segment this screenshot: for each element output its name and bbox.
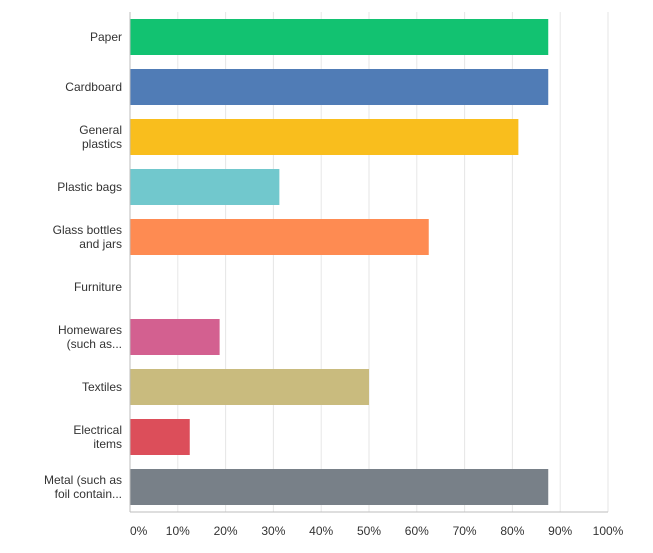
category-label: Textiles [82, 380, 122, 394]
category-label: Homewares [58, 323, 122, 337]
category-label: Cardboard [65, 80, 122, 94]
bar-9[interactable] [130, 469, 549, 505]
x-tick-label: 90% [548, 524, 572, 538]
category-label: Paper [90, 30, 122, 44]
x-tick-label: 20% [214, 524, 238, 538]
category-label: plastics [82, 137, 122, 151]
category-label: Plastic bags [57, 180, 122, 194]
bar-6[interactable] [130, 319, 220, 355]
category-label: (such as... [67, 337, 122, 351]
category-label: items [93, 437, 122, 451]
bar-3[interactable] [130, 169, 280, 205]
bar-7[interactable] [130, 369, 369, 405]
category-label: foil contain... [55, 487, 122, 501]
x-tick-label: 50% [357, 524, 381, 538]
category-label: General [79, 123, 122, 137]
bar-0[interactable] [130, 19, 549, 55]
x-tick-label: 60% [405, 524, 429, 538]
x-axis-ticks: 0% 10% 20% 30% 40% 50% 60% 70% 80% 90% 100% [130, 524, 624, 538]
category-label: Electrical [73, 423, 122, 437]
bar-4[interactable] [130, 219, 429, 255]
bar-8[interactable] [130, 419, 190, 455]
category-label: and jars [79, 237, 122, 251]
x-tick-label: 80% [500, 524, 524, 538]
x-tick-label: 0% [130, 524, 148, 538]
category-label: Furniture [74, 280, 122, 294]
bar-2[interactable] [130, 119, 519, 155]
bars [130, 19, 549, 505]
x-tick-label: 10% [166, 524, 190, 538]
x-tick-label: 40% [309, 524, 333, 538]
x-tick-label: 100% [593, 524, 624, 538]
category-label: Metal (such as [44, 473, 122, 487]
x-tick-label: 70% [453, 524, 477, 538]
x-tick-label: 30% [261, 524, 285, 538]
bar-1[interactable] [130, 69, 549, 105]
category-label: Glass bottles [53, 223, 122, 237]
